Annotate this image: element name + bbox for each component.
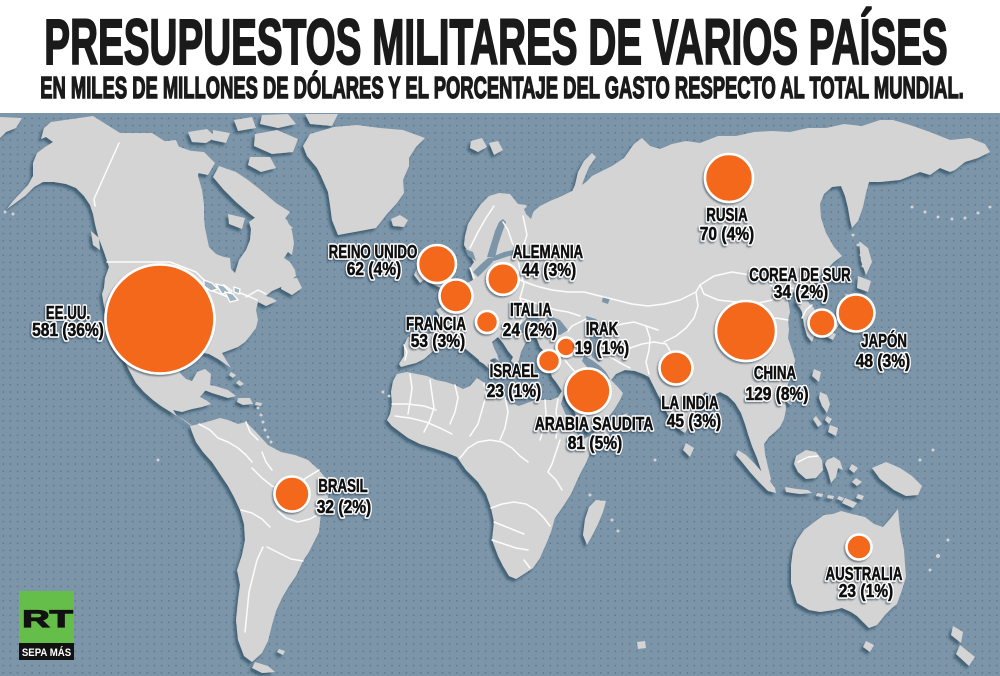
svg-text:BRASIL: BRASIL bbox=[318, 476, 368, 497]
svg-text:32 (2%): 32 (2%) bbox=[317, 497, 371, 518]
svg-text:24 (2%): 24 (2%) bbox=[503, 320, 557, 341]
svg-text:CHINA: CHINA bbox=[754, 363, 796, 384]
svg-text:81 (5%): 81 (5%) bbox=[568, 433, 622, 454]
svg-text:45 (3%): 45 (3%) bbox=[667, 411, 721, 432]
svg-text:LA INDIA: LA INDIA bbox=[661, 393, 718, 414]
svg-text:129 (8%): 129 (8%) bbox=[745, 384, 808, 405]
svg-text:PRESUPUESTOS MILITARES DE VARI: PRESUPUESTOS MILITARES DE VARIOS PAÍSES bbox=[44, 6, 947, 79]
svg-text:AUSTRALIA: AUSTRALIA bbox=[826, 564, 903, 585]
svg-text:23 (1%): 23 (1%) bbox=[839, 581, 893, 602]
svg-text:19 (1%): 19 (1%) bbox=[575, 338, 629, 359]
svg-text:48 (3%): 48 (3%) bbox=[856, 351, 910, 372]
svg-text:ITALIA: ITALIA bbox=[510, 300, 552, 321]
svg-text:COREA DE SUR: COREA DE SUR bbox=[749, 265, 851, 286]
svg-text:RUSIA: RUSIA bbox=[706, 205, 748, 226]
svg-text:23 (1%): 23 (1%) bbox=[839, 581, 893, 602]
svg-text:ALEMANIA: ALEMANIA bbox=[513, 242, 584, 263]
svg-text:EE.UU.: EE.UU. bbox=[46, 303, 90, 324]
svg-text:REINO UNIDO: REINO UNIDO bbox=[329, 242, 418, 263]
svg-text:62 (4%): 62 (4%) bbox=[347, 259, 401, 280]
svg-text:45 (3%): 45 (3%) bbox=[667, 411, 721, 432]
svg-text:EN MILES DE MILLONES DE DÓLARE: EN MILES DE MILLONES DE DÓLARES Y EL POR… bbox=[40, 69, 964, 105]
svg-text:581 (36%): 581 (36%) bbox=[32, 320, 104, 341]
svg-text:ITALIA: ITALIA bbox=[510, 300, 552, 321]
svg-text:23 (1%): 23 (1%) bbox=[487, 381, 541, 402]
svg-text:SEPA MÁS: SEPA MÁS bbox=[22, 645, 71, 659]
svg-text:RT: RT bbox=[22, 605, 73, 632]
svg-text:COREA DE SUR: COREA DE SUR bbox=[749, 265, 851, 286]
svg-text:FRANCIA: FRANCIA bbox=[406, 314, 466, 335]
svg-text:IRAK: IRAK bbox=[586, 319, 619, 340]
svg-text:53 (3%): 53 (3%) bbox=[411, 331, 465, 352]
svg-text:70 (4%): 70 (4%) bbox=[700, 224, 754, 245]
svg-text:REINO UNIDO: REINO UNIDO bbox=[329, 242, 418, 263]
svg-text:ARABIA SAUDITA: ARABIA SAUDITA bbox=[535, 414, 654, 434]
svg-text:ARABIA SAUDITA: ARABIA SAUDITA bbox=[535, 414, 654, 434]
svg-text:34 (2%): 34 (2%) bbox=[774, 282, 828, 303]
svg-text:32 (2%): 32 (2%) bbox=[317, 497, 371, 518]
svg-text:23 (1%): 23 (1%) bbox=[487, 381, 541, 402]
svg-text:62 (4%): 62 (4%) bbox=[347, 259, 401, 280]
svg-text:LA INDIA: LA INDIA bbox=[661, 393, 718, 414]
svg-text:581 (36%): 581 (36%) bbox=[32, 320, 104, 341]
svg-text:44 (3%): 44 (3%) bbox=[522, 260, 576, 281]
svg-text:FRANCIA: FRANCIA bbox=[406, 314, 466, 335]
svg-text:BRASIL: BRASIL bbox=[318, 476, 368, 497]
svg-text:70 (4%): 70 (4%) bbox=[700, 224, 754, 245]
svg-text:81 (5%): 81 (5%) bbox=[568, 433, 622, 454]
svg-text:AUSTRALIA: AUSTRALIA bbox=[826, 564, 903, 585]
svg-text:ISRAEL: ISRAEL bbox=[490, 361, 539, 382]
svg-text:EE.UU.: EE.UU. bbox=[46, 303, 90, 324]
svg-text:44 (3%): 44 (3%) bbox=[522, 260, 576, 281]
svg-text:CHINA: CHINA bbox=[754, 363, 796, 384]
svg-text:ALEMANIA: ALEMANIA bbox=[513, 242, 584, 263]
svg-text:ISRAEL: ISRAEL bbox=[490, 361, 539, 382]
svg-text:24 (2%): 24 (2%) bbox=[503, 320, 557, 341]
svg-text:19 (1%): 19 (1%) bbox=[575, 338, 629, 359]
svg-text:JAPÓN: JAPÓN bbox=[861, 330, 907, 352]
svg-text:34 (2%): 34 (2%) bbox=[774, 282, 828, 303]
svg-text:JAPÓN: JAPÓN bbox=[861, 330, 907, 352]
svg-text:IRAK: IRAK bbox=[586, 319, 619, 340]
svg-text:RUSIA: RUSIA bbox=[706, 205, 748, 226]
svg-text:129 (8%): 129 (8%) bbox=[745, 384, 808, 405]
svg-text:48 (3%): 48 (3%) bbox=[856, 351, 910, 372]
svg-text:53 (3%): 53 (3%) bbox=[411, 331, 465, 352]
